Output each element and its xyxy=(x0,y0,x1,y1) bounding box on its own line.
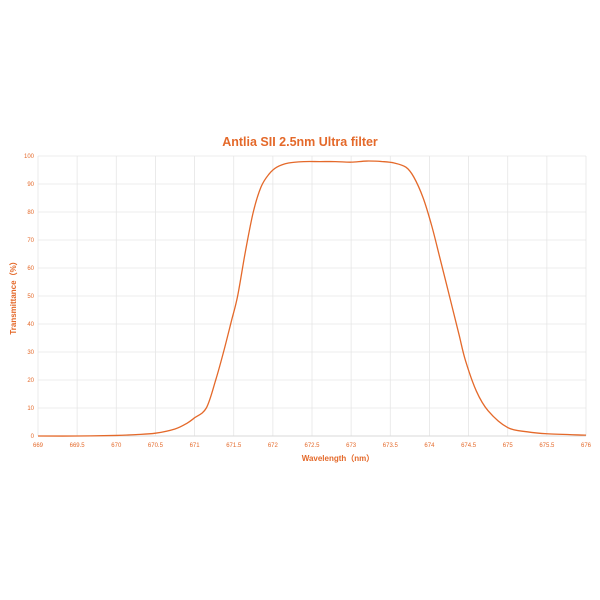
x-tick-label: 669.5 xyxy=(70,443,86,449)
y-axis-ticks: 0 10 20 30 40 50 60 70 80 90 100 xyxy=(24,154,35,440)
x-tick-label: 676 xyxy=(581,443,592,449)
y-tick-label: 30 xyxy=(27,350,34,356)
grid-lines xyxy=(37,155,587,437)
x-tick-label: 670.5 xyxy=(148,443,164,449)
x-tick-label: 675.5 xyxy=(539,443,555,449)
x-tick-label: 671 xyxy=(190,443,201,449)
chart-title: Antlia SII 2.5nm Ultra filter xyxy=(222,135,378,149)
x-axis-ticks: 669 669.5 670 670.5 671 671.5 672 672.5 673 673.5… xyxy=(33,443,592,449)
y-tick-label: 10 xyxy=(27,406,34,412)
y-tick-label: 60 xyxy=(27,266,34,272)
x-axis-label: Wavelength（nm） xyxy=(302,453,375,463)
y-tick-label: 0 xyxy=(31,434,35,440)
x-tick-label: 674.5 xyxy=(461,443,477,449)
y-tick-label: 100 xyxy=(24,154,35,160)
y-tick-label: 50 xyxy=(27,294,34,300)
y-tick-label: 80 xyxy=(27,210,34,216)
x-tick-label: 672.5 xyxy=(304,443,320,449)
x-tick-label: 669 xyxy=(33,443,44,449)
x-tick-label: 673.5 xyxy=(383,443,399,449)
x-tick-label: 671.5 xyxy=(226,443,242,449)
transmittance-curve xyxy=(37,160,587,437)
x-tick-label: 675 xyxy=(503,443,514,449)
x-tick-label: 673 xyxy=(346,443,357,449)
y-tick-label: 90 xyxy=(27,182,34,188)
x-tick-label: 672 xyxy=(268,443,279,449)
y-tick-label: 40 xyxy=(27,322,34,328)
y-tick-label: 70 xyxy=(27,238,34,244)
y-tick-label: 20 xyxy=(27,378,34,384)
y-axis-label: Transmittance（%） xyxy=(8,257,18,334)
x-tick-label: 674 xyxy=(424,443,435,449)
x-tick-label: 670 xyxy=(111,443,122,449)
